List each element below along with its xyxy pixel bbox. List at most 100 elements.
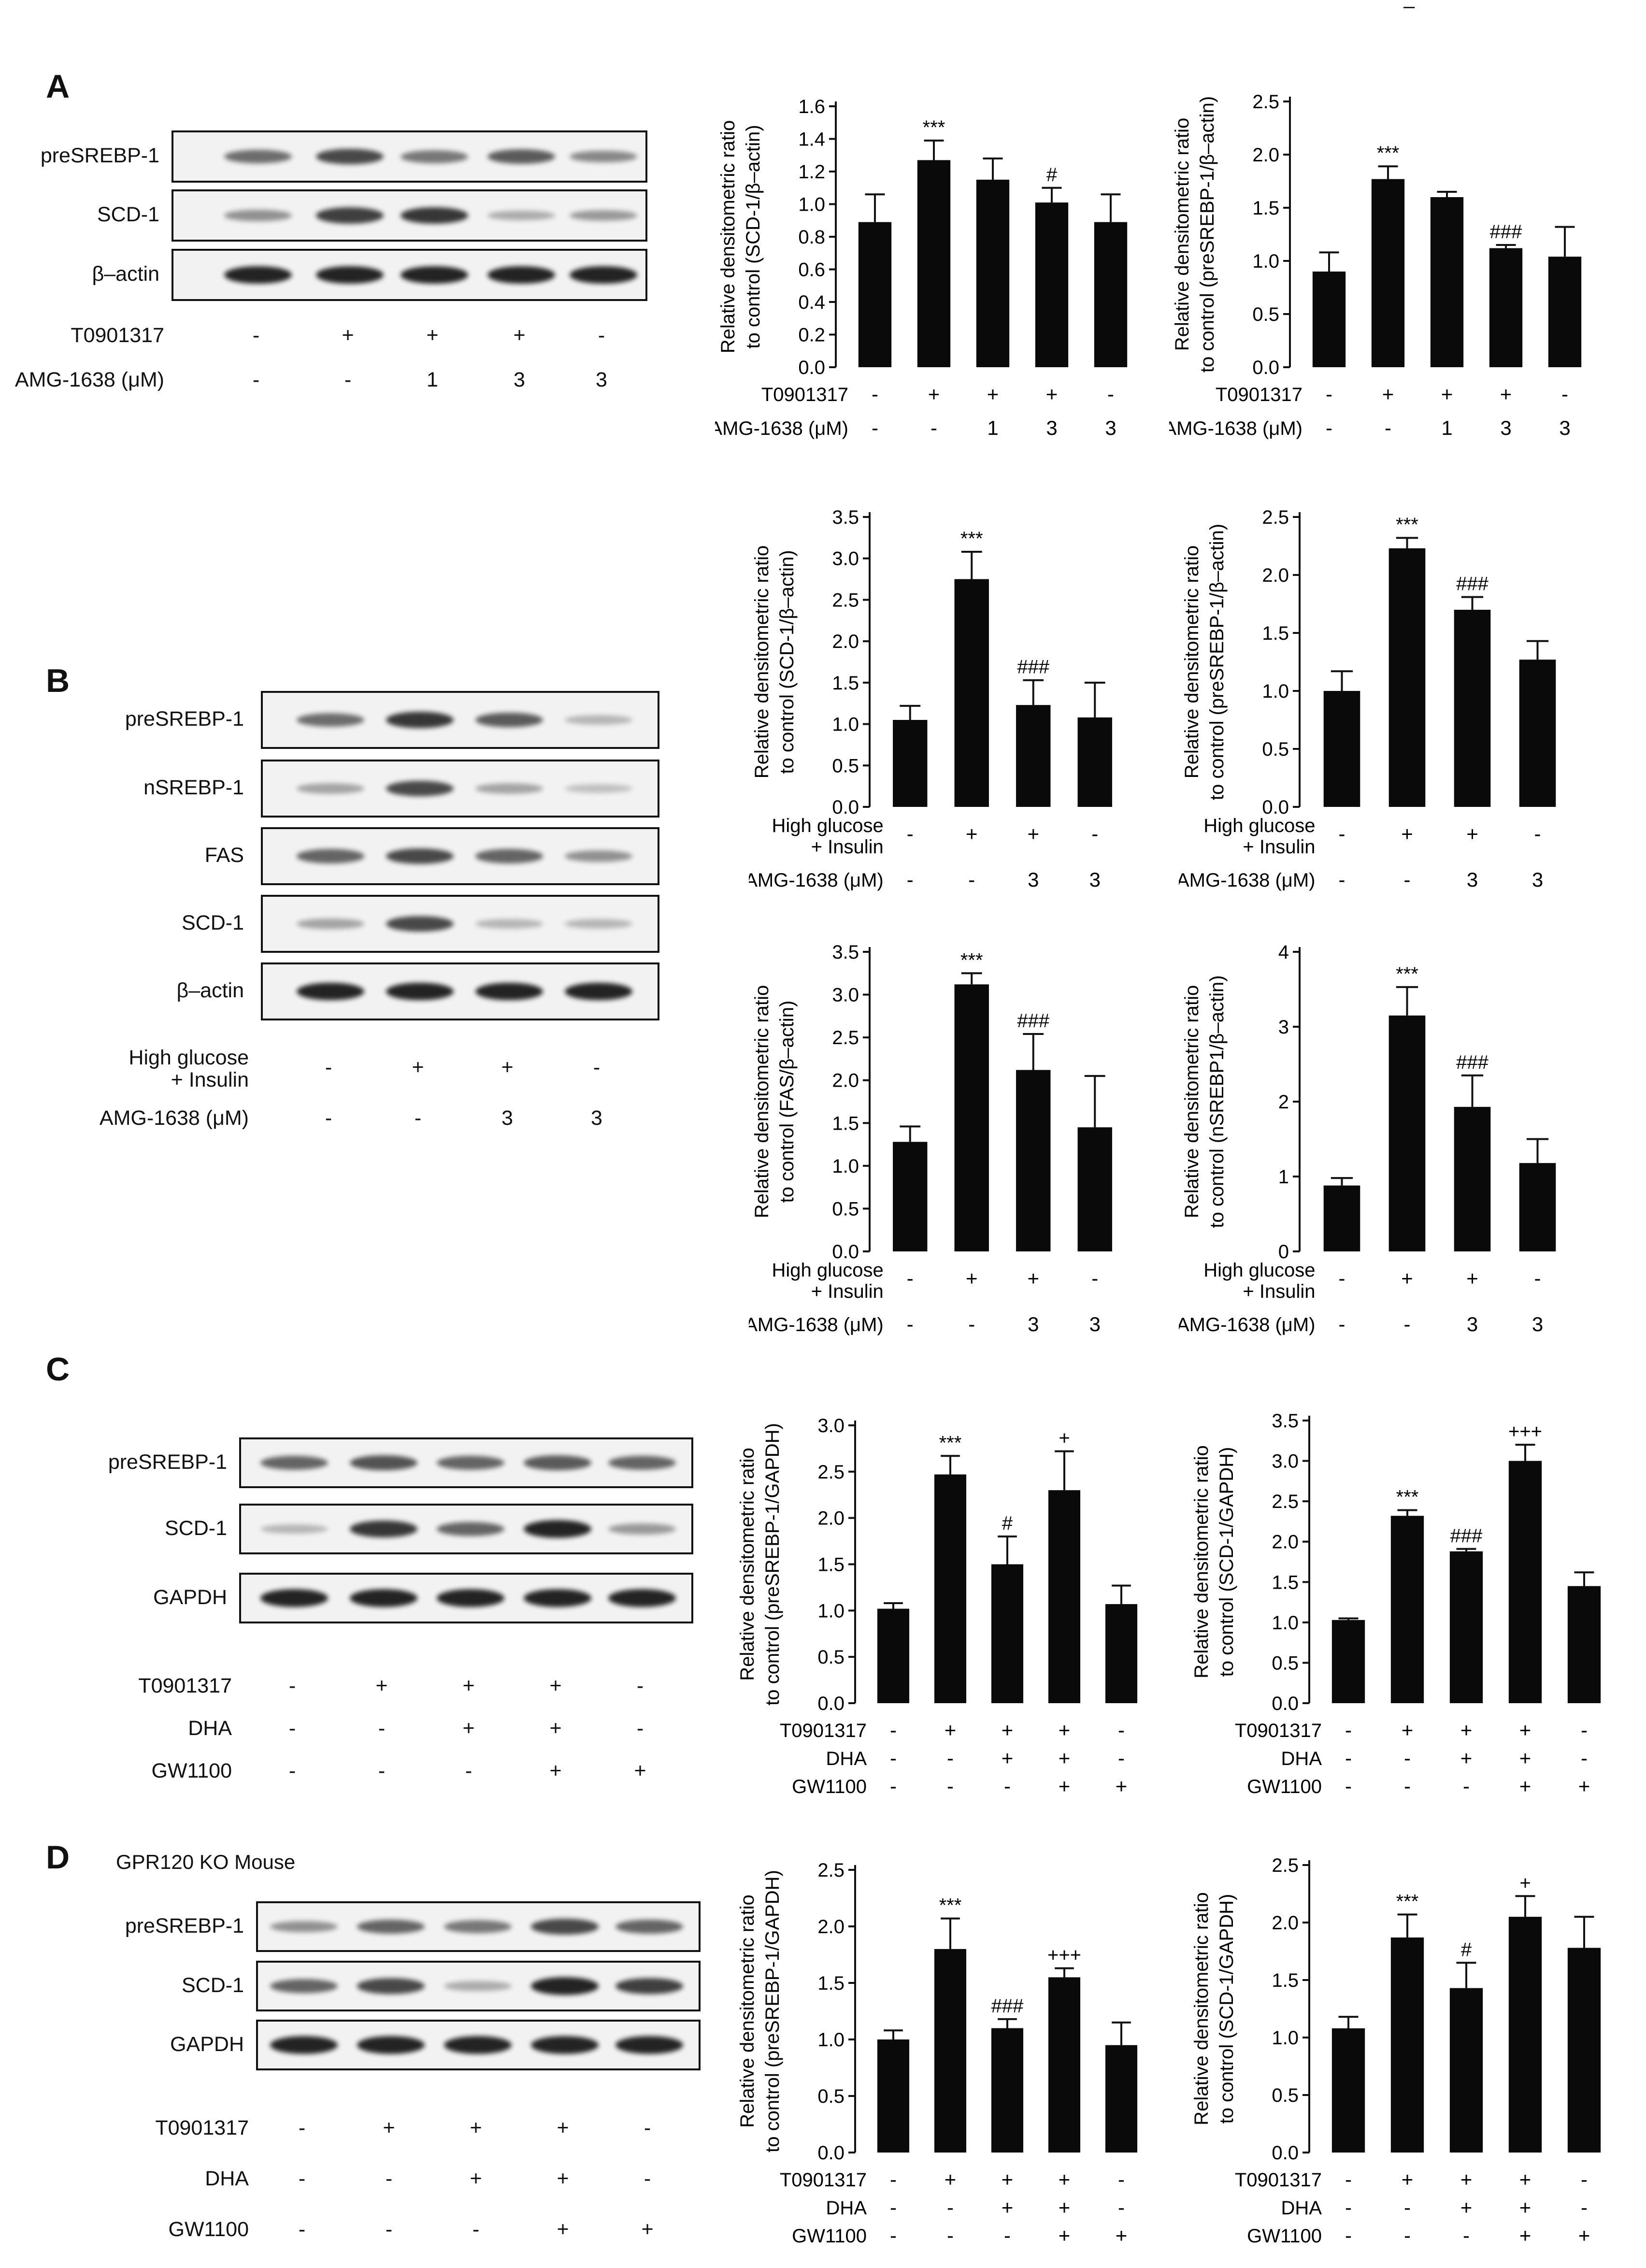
bar [1454, 1106, 1491, 1251]
treatment-symbol: - [1404, 1747, 1411, 1769]
blot-band [316, 207, 384, 224]
tick-label: 0.0 [798, 357, 825, 378]
treatment-symbol: + [987, 383, 999, 405]
blot-band [270, 1921, 338, 1933]
treatment-symbol: + [1002, 1747, 1014, 1769]
treatment-symbol: - [465, 1759, 472, 1782]
treatment-label: High glucose [772, 1260, 884, 1281]
treatment-symbol: - [1345, 1719, 1352, 1741]
treatment-symbol: - [1118, 2168, 1125, 2191]
treatment-label: T0901317 [1216, 384, 1302, 405]
treatment-symbol: + [1460, 2196, 1473, 2219]
blot-row-label: preSREBP-1 [108, 1450, 227, 1474]
panel-d-note: GPR120 KO Mouse [116, 1851, 296, 1873]
treatment-symbol: + [1116, 2224, 1128, 2247]
treatment-label: T0901317 [138, 1674, 232, 1697]
treatment-symbol: 3 [591, 1106, 602, 1130]
bar [1323, 691, 1360, 807]
tick-label: 1.5 [817, 1554, 844, 1576]
treatment-label: + Insulin [1243, 836, 1315, 858]
treatment-symbol: - [1345, 2224, 1352, 2247]
tick-label: 1.4 [798, 129, 825, 150]
tick-label: 0.5 [817, 2086, 844, 2107]
treatment-symbol: 3 [1467, 1313, 1478, 1335]
blot-band [565, 850, 632, 862]
tick-label: 2.0 [832, 631, 859, 652]
treatment-symbol: - [947, 1747, 954, 1769]
tick-label: 2.5 [1252, 91, 1279, 113]
blot-band [475, 849, 543, 863]
tick-label: 1.0 [1262, 681, 1289, 702]
tick-label: 2.0 [832, 1070, 859, 1091]
treatment-symbol: - [252, 324, 260, 347]
axis-label: Relative densitometric ratio [1191, 1445, 1212, 1678]
blot-band [297, 919, 364, 929]
treatment-symbol: - [1345, 2196, 1352, 2219]
treatment-symbol: - [472, 2218, 480, 2241]
panel-letter-d: D [46, 1839, 70, 1876]
tick-label: 2.0 [1272, 1532, 1299, 1553]
blot-band [316, 266, 384, 284]
blot-strip [256, 2020, 701, 2070]
treatment-symbol: - [378, 1717, 386, 1740]
blot-band [570, 150, 637, 163]
treatment-symbol: - [872, 416, 878, 439]
blot-band [444, 2036, 512, 2054]
tick-label: 3.5 [1272, 1410, 1299, 1432]
blot-strip [261, 691, 659, 749]
treatment-label: DHA [188, 1717, 232, 1740]
bar-chart-a-presrebp1: Relative densitometric ratio to control (… [1169, 91, 1582, 439]
treatment-symbol: + [462, 1717, 475, 1740]
blot-band [524, 1589, 591, 1607]
significance-label: *** [939, 1895, 962, 1916]
bar [1548, 257, 1582, 367]
tick-label: 0.5 [1262, 739, 1289, 760]
significance-label: ### [1017, 657, 1049, 678]
treatment-symbol: - [298, 2167, 306, 2190]
treatment-symbol: + [470, 2167, 482, 2190]
tick-label: 0.4 [798, 292, 825, 313]
treatment-symbol: + [426, 324, 439, 347]
bar [1035, 202, 1069, 367]
treatment-symbol: + [945, 1719, 957, 1741]
tick-label: 2 [1278, 1091, 1289, 1113]
stray-mark: – [1403, 0, 1415, 17]
treatment-symbol: + [1402, 2168, 1414, 2191]
treatment-label: AMG-1638 (μM) [1179, 870, 1316, 891]
tick-label: 1.5 [1252, 198, 1279, 219]
treatment-symbol: - [325, 1106, 332, 1130]
bar [1016, 1070, 1051, 1251]
axis-label: to control (SCD-1/GAPDH) [1216, 1447, 1237, 1677]
blot-band [224, 266, 292, 284]
blot-row-label: GAPDH [153, 1585, 227, 1609]
significance-label: # [1461, 1939, 1472, 1960]
tick-label: 1.6 [798, 96, 825, 117]
axis-label: Relative densitometric ratio [751, 985, 773, 1218]
treatment-symbol: + [470, 2116, 482, 2139]
treatment-symbol: + [1059, 1775, 1071, 1797]
bar-chart-d-scd1: Relative densitometric ratio to control (… [1191, 1855, 1601, 2247]
treatment-symbol: + [549, 1717, 562, 1740]
treatment-label: GW1100 [168, 2218, 249, 2241]
blot-strip [261, 760, 659, 818]
bar [893, 1142, 928, 1251]
bar [877, 1608, 910, 1703]
treatment-symbol: + [375, 1674, 388, 1697]
bar [1048, 1490, 1081, 1703]
treatment-symbol: - [1345, 2168, 1352, 2191]
significance-label: ### [1490, 221, 1522, 243]
blot-band [565, 784, 632, 793]
blot-band [565, 715, 632, 725]
axis-label: to control (FAS/β–actin) [776, 1001, 798, 1203]
treatment-label: + Insulin [811, 836, 884, 858]
tick-label: 1.5 [1262, 623, 1289, 644]
treatment-symbol: 1 [427, 368, 438, 391]
treatment-symbol: - [890, 2168, 897, 2191]
treatment-label: T0901317 [155, 2116, 249, 2139]
axis-label: to control (SCD-1/β–actin) [776, 550, 798, 774]
tick-label: 0.0 [832, 797, 859, 818]
treatment-label: High glucose [129, 1046, 249, 1069]
tick-label: 0.0 [832, 1241, 859, 1263]
tick-label: 0.0 [817, 2142, 844, 2164]
treatment-label: T0901317 [780, 2169, 867, 2191]
